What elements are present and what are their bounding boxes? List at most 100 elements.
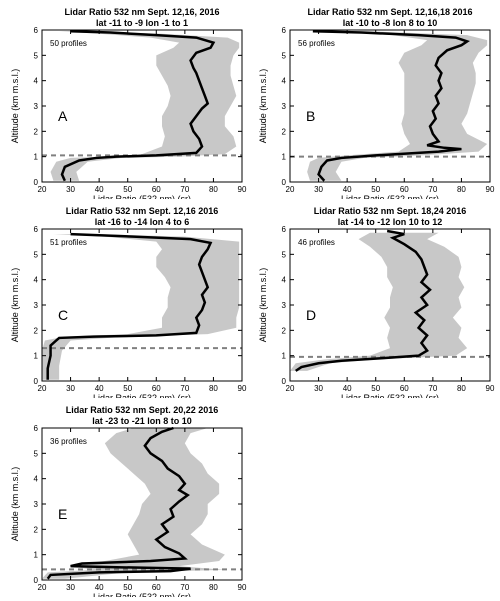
y-tick-label: 1 — [34, 551, 39, 560]
x-tick-label: 30 — [314, 384, 323, 393]
chart-title-line2: lat -14 to -12 lon 10 to 12 — [338, 217, 443, 227]
x-tick-label: 80 — [209, 583, 218, 592]
x-tick-label: 60 — [400, 185, 409, 194]
y-tick-label: 5 — [34, 51, 39, 60]
panel-letter: B — [306, 108, 315, 124]
y-tick-label: 2 — [34, 127, 39, 136]
x-axis-label: Lidar Ratio (532 nm) (sr) — [93, 393, 191, 398]
y-tick-label: 6 — [34, 424, 39, 433]
y-axis-label: Altitude (km m.s.l.) — [10, 69, 20, 144]
y-tick-label: 2 — [282, 127, 287, 136]
y-tick-label: 6 — [34, 26, 39, 35]
panel-letter: D — [306, 307, 316, 323]
chart-panel-d: 20 30 40 50 60 70 80 90 0 1 2 3 4 5 6 Lidar Ratio 532 n… — [252, 203, 496, 398]
chart-title-line2: lat -23 to -21 lon 8 to 10 — [92, 416, 192, 426]
chart-title-line2: lat -10 to -8 lon 8 to 10 — [343, 18, 438, 28]
panel-c: 20304050607080900123456Lidar Ratio 532 n… — [4, 203, 248, 398]
chart-title-line1: Lidar Ratio 532 nm Sept. 12,16 2016 — [66, 206, 219, 216]
y-tick-label: 4 — [282, 276, 287, 285]
x-tick-label: 90 — [238, 185, 247, 194]
panel-letter: A — [58, 108, 68, 124]
x-tick-label: 70 — [428, 384, 437, 393]
panel-a: 20304050607080900123456Lidar Ratio 532 n… — [4, 4, 248, 199]
x-tick-label: 80 — [457, 384, 466, 393]
x-tick-label: 20 — [286, 384, 295, 393]
y-tick-label: 0 — [34, 576, 39, 585]
y-tick-label: 1 — [34, 352, 39, 361]
y-tick-label: 5 — [34, 449, 39, 458]
y-tick-label: 3 — [34, 301, 39, 310]
chart-title-line2: lat -11 to -9 lon -1 to 1 — [96, 18, 188, 28]
uncertainty-shade — [42, 234, 239, 380]
x-tick-label: 70 — [428, 185, 437, 194]
y-tick-label: 6 — [282, 26, 287, 35]
x-tick-label: 40 — [343, 185, 352, 194]
uncertainty-shade — [42, 428, 225, 579]
y-tick-label: 1 — [34, 153, 39, 162]
x-axis-label: Lidar Ratio (532 nm) (sr) — [93, 592, 191, 597]
x-tick-label: 50 — [371, 384, 380, 393]
x-tick-label: 50 — [123, 583, 132, 592]
empty-cell — [252, 402, 496, 597]
uncertainty-shade — [51, 31, 240, 180]
chart-title-line1: Lidar Ratio 532 nm Sept. 12,16, 2016 — [64, 7, 219, 17]
y-tick-label: 3 — [34, 500, 39, 509]
y-tick-label: 4 — [282, 77, 287, 86]
x-tick-label: 60 — [400, 384, 409, 393]
y-tick-label: 3 — [282, 102, 287, 111]
chart-panel-c: 20304050607080900123456Lidar Ratio 532 n… — [4, 203, 248, 398]
y-tick-label: 4 — [34, 276, 39, 285]
x-axis-label: Lidar Ratio (532 nm) (sr) — [93, 194, 191, 199]
chart-title-line1: Lidar Ratio 532 nm Sept. 20,22 2016 — [66, 405, 219, 415]
y-tick-label: 2 — [282, 326, 287, 335]
x-tick-label: 30 — [66, 384, 75, 393]
x-tick-label: 70 — [180, 583, 189, 592]
x-tick-label: 60 — [152, 384, 161, 393]
y-tick-label: 0 — [282, 178, 287, 187]
y-tick-label: 0 — [282, 377, 287, 386]
y-tick-label: 1 — [282, 352, 287, 361]
x-tick-label: 20 — [38, 185, 47, 194]
x-tick-label: 50 — [371, 185, 380, 194]
y-tick-label: 5 — [282, 250, 287, 259]
chart-grid: 20304050607080900123456Lidar Ratio 532 n… — [0, 0, 500, 601]
y-tick-label: 2 — [34, 525, 39, 534]
x-tick-label: 20 — [286, 185, 295, 194]
x-tick-label: 40 — [343, 384, 352, 393]
y-tick-label: 0 — [34, 377, 39, 386]
panel-letter: C — [58, 307, 68, 323]
x-tick-label: 50 — [123, 185, 132, 194]
y-tick-label: 3 — [282, 301, 287, 310]
x-tick-label: 40 — [95, 583, 104, 592]
y-axis-label: Altitude (km m.s.l.) — [258, 268, 268, 343]
profiles-count-label: 46 profiles — [298, 238, 335, 247]
y-tick-label: 1 — [282, 153, 287, 162]
x-tick-label: 60 — [152, 583, 161, 592]
x-tick-label: 50 — [123, 384, 132, 393]
x-tick-label: 60 — [152, 185, 161, 194]
y-tick-label: 4 — [34, 77, 39, 86]
y-tick-label: 4 — [34, 475, 39, 484]
y-tick-label: 3 — [34, 102, 39, 111]
y-tick-label: 5 — [34, 250, 39, 259]
y-tick-label: 6 — [282, 225, 287, 234]
profiles-count-label: 36 profiles — [50, 437, 87, 446]
panel-e: 20304050607080900123456Lidar Ratio 532 n… — [4, 402, 248, 597]
y-axis-label: Altitude (km m.s.l.) — [10, 268, 20, 343]
x-tick-label: 80 — [457, 185, 466, 194]
x-tick-label: 70 — [180, 185, 189, 194]
chart-panel-b: 20304050607080900123456Lidar Ratio 532 n… — [252, 4, 496, 199]
uncertainty-shade — [290, 233, 467, 371]
x-tick-label: 30 — [66, 583, 75, 592]
x-tick-label: 90 — [486, 384, 495, 393]
x-tick-label: 80 — [209, 185, 218, 194]
x-tick-label: 30 — [314, 185, 323, 194]
panel-b: 20304050607080900123456Lidar Ratio 532 n… — [252, 4, 496, 199]
x-tick-label: 80 — [209, 384, 218, 393]
chart-title-line1: Lidar Ratio 532 nm Sept. 18,24 2016 — [314, 206, 467, 216]
x-tick-label: 30 — [66, 185, 75, 194]
x-tick-label: 90 — [238, 384, 247, 393]
panel-letter: E — [58, 506, 67, 522]
y-axis-label: Altitude (km m.s.l.) — [258, 69, 268, 144]
y-tick-label: 0 — [34, 178, 39, 187]
